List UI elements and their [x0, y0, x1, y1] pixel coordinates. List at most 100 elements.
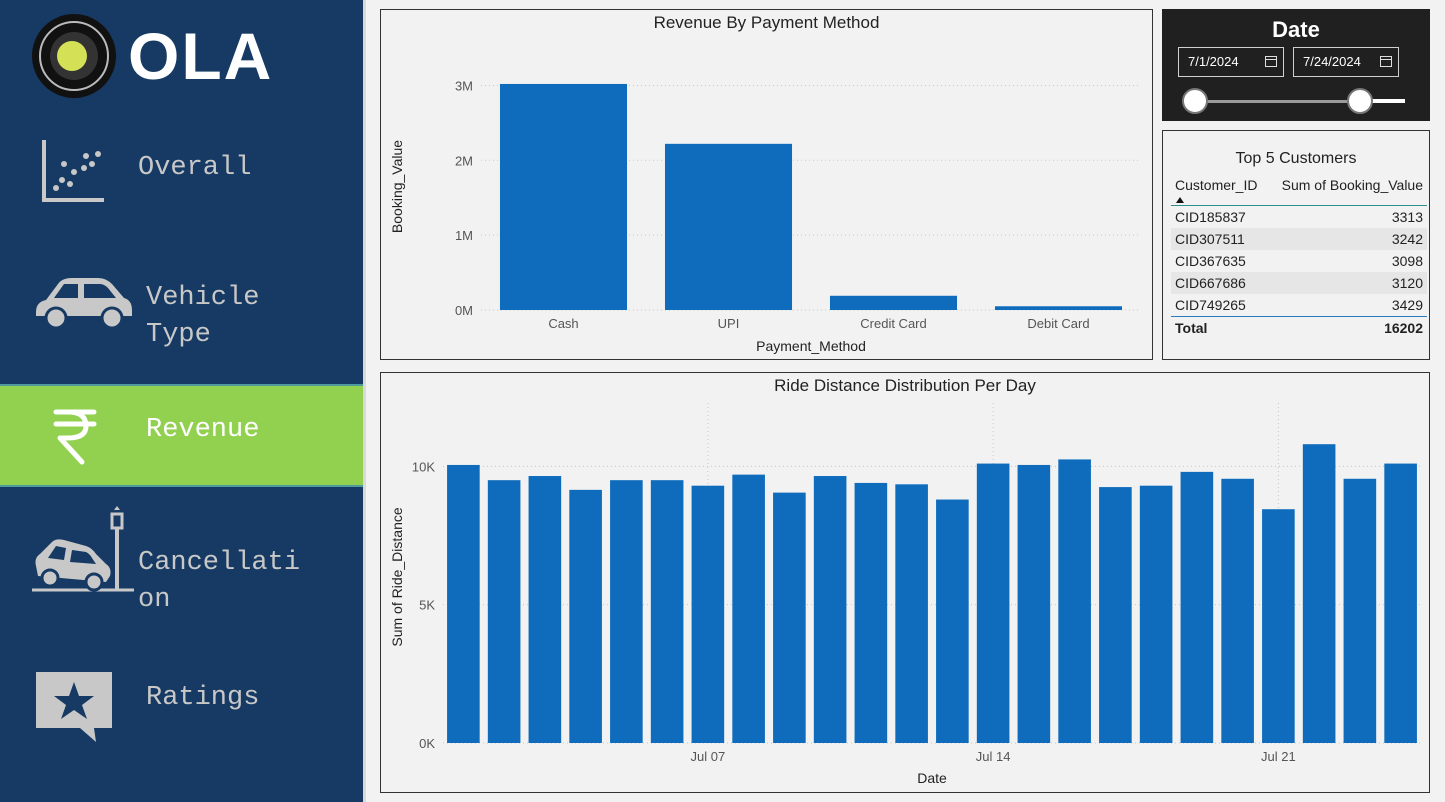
nav-label-ratings: Ratings — [146, 683, 260, 713]
bar — [1343, 478, 1377, 743]
bar — [976, 463, 1010, 743]
sort-ascending-icon[interactable] — [1176, 197, 1184, 203]
bar — [1180, 471, 1214, 743]
scatter-chart-icon — [42, 140, 104, 202]
brand-name: OLA — [128, 19, 274, 93]
bar — [732, 474, 765, 743]
booking-value-cell: 3313 — [1391, 209, 1423, 225]
nav-label-overall: Overall — [138, 153, 252, 183]
nav-item-ratings[interactable]: Ratings — [0, 660, 363, 750]
bar — [813, 476, 847, 743]
nav-item-overall[interactable]: Overall — [0, 130, 363, 210]
start-date-value: 7/1/2024 — [1188, 54, 1239, 69]
nav-item-cancellation[interactable]: Cancellati on — [0, 500, 363, 620]
nav-item-vehicle-type[interactable]: Vehicle Type — [0, 260, 363, 360]
bar — [1302, 444, 1336, 743]
customer-id-cell: CID307511 — [1171, 228, 1268, 250]
total-label: Total — [1171, 316, 1268, 339]
bar — [447, 464, 480, 743]
date-slicer-title: Date — [1272, 17, 1320, 42]
sidebar-divider — [363, 0, 366, 802]
customer-id-cell: CID185837 — [1175, 209, 1246, 225]
bar — [1139, 485, 1173, 743]
bar — [829, 295, 958, 310]
total-value: 16202 — [1267, 316, 1427, 339]
chart-title: Ride Distance Distribution Per Day — [774, 376, 1036, 395]
table-row[interactable]: CID667686 3120 — [1171, 272, 1427, 294]
bar — [487, 480, 521, 743]
bar — [528, 476, 562, 743]
rupee-icon — [53, 409, 97, 465]
car-crash-icon — [32, 506, 134, 592]
star-speech-bubble-icon — [36, 672, 112, 742]
calendar-icon[interactable] — [1265, 56, 1277, 67]
x-tick-label: Jul 07 — [691, 749, 726, 764]
table-row[interactable]: CID307511 3242 — [1171, 228, 1427, 250]
bar — [610, 480, 643, 743]
x-tick-label: Jul 14 — [976, 749, 1011, 764]
table-row[interactable]: CID749265 3429 — [1171, 294, 1427, 317]
calendar-icon[interactable] — [1380, 56, 1392, 67]
bar — [994, 306, 1123, 310]
nav-label-vehicle-line1: Vehicle — [146, 283, 260, 313]
nav-item-revenue[interactable]: Revenue — [0, 384, 363, 487]
y-axis-label: Booking_Value — [389, 140, 405, 233]
x-tick-label: Jul 21 — [1261, 749, 1296, 764]
y-tick-label: 5K — [419, 598, 435, 613]
bar — [664, 143, 793, 310]
table-total-row: Total 16202 — [1171, 316, 1427, 339]
customer-id-cell: CID749265 — [1175, 297, 1246, 313]
date-slider-start-handle[interactable] — [1182, 88, 1208, 114]
y-tick-label: 0M — [455, 303, 473, 318]
end-date-value: 7/24/2024 — [1303, 54, 1361, 69]
bar — [936, 499, 969, 743]
nav-label-revenue: Revenue — [146, 415, 260, 445]
date-slider-track[interactable] — [1195, 100, 1405, 103]
chart-title: Revenue By Payment Method — [654, 13, 880, 32]
ride-distance-panel: Ride Distance Distribution Per Day 0K 5K 10… — [380, 372, 1430, 793]
date-slider-end-handle[interactable] — [1347, 88, 1373, 114]
bar — [1221, 478, 1254, 743]
x-axis-label: Date — [917, 770, 947, 786]
table-row[interactable]: CID185837 3313 — [1171, 206, 1427, 229]
sidebar: OLA Overall Vehicle Type Revenue — [0, 0, 363, 802]
y-tick-label: 2M — [455, 153, 473, 168]
top-customers-table: Customer_ID Sum of Booking_Value CID1858… — [1171, 173, 1427, 339]
bar — [650, 480, 684, 743]
y-tick-label: 10K — [412, 459, 435, 474]
nav-label-cancel-line2: on — [138, 585, 171, 615]
bar — [499, 83, 628, 310]
car-icon — [36, 278, 132, 330]
nav-label-cancel-line1: Cancellati — [138, 548, 301, 578]
nav-label-vehicle-line2: Type — [146, 320, 211, 350]
booking-value-cell: 3098 — [1391, 253, 1423, 269]
date-slider-fill — [1360, 99, 1405, 103]
bar — [1262, 509, 1295, 743]
y-tick-label: 0K — [419, 736, 435, 751]
ola-logo-icon — [32, 14, 116, 98]
booking-value-cell: 3429 — [1391, 297, 1423, 313]
bar — [691, 485, 725, 743]
top-customers-title: Top 5 Customers — [1235, 150, 1357, 167]
x-axis-label: Payment_Method — [756, 338, 866, 354]
column-header-customer-id[interactable]: Customer_ID — [1171, 173, 1268, 206]
booking-value-cell: 3120 — [1267, 272, 1427, 294]
x-tick-label: UPI — [718, 316, 740, 331]
ride-distance-chart: Ride Distance Distribution Per Day 0K 5K 10… — [389, 376, 1421, 786]
bar — [854, 482, 888, 743]
bar — [895, 484, 928, 743]
start-date-input[interactable]: 7/1/2024 — [1178, 47, 1284, 77]
table-row[interactable]: CID367635 3098 — [1171, 250, 1427, 272]
end-date-input[interactable]: 7/24/2024 — [1293, 47, 1399, 77]
bar — [773, 492, 806, 743]
booking-value-cell: 3242 — [1267, 228, 1427, 250]
column-header-booking-value[interactable]: Sum of Booking_Value — [1267, 173, 1427, 206]
y-axis-label: Sum of Ride_Distance — [389, 507, 405, 647]
bar — [1058, 459, 1091, 743]
revenue-by-payment-chart: Revenue By Payment Method 0M 1M 2M 3M Cash UPI… — [389, 13, 1141, 354]
bar — [569, 489, 602, 743]
x-tick-label: Cash — [548, 316, 578, 331]
x-tick-label: Debit Card — [1027, 316, 1089, 331]
bar — [1099, 487, 1132, 743]
y-tick-label: 1M — [455, 228, 473, 243]
